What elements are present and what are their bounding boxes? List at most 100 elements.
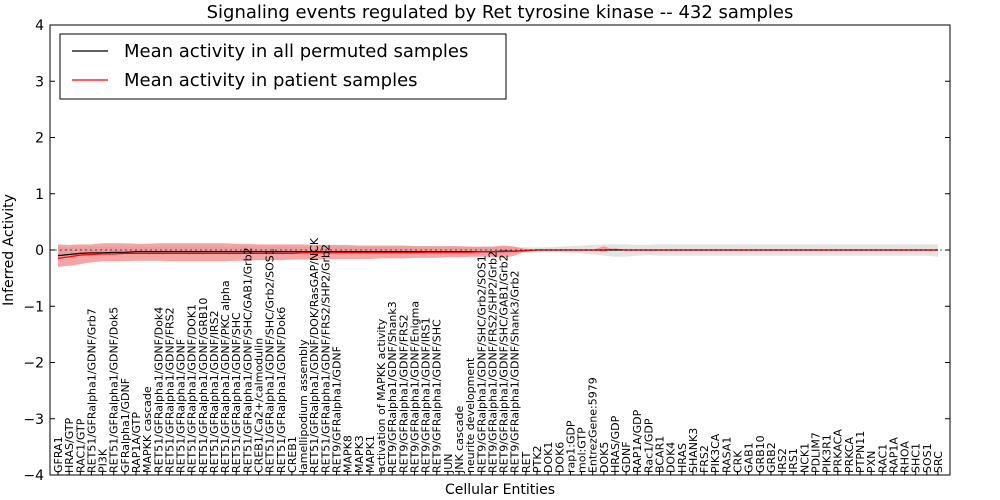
legend: Mean activity in all permuted samples Me… [59,33,507,100]
y-tick-label: −1 [23,299,44,315]
x-axis-label: Cellular Entities [445,482,555,498]
x-tick-label: RET [520,451,533,473]
x-tick-label: SOS1 [921,443,934,473]
x-tick-label: HRAS/GDP [609,415,622,473]
x-tick-label: SHC1 [910,443,923,473]
x-tick-label: RET51/GFRalpha1/GDNF/DOK/RasGAP/NCK [308,237,321,473]
legend-label-permuted: Mean activity in all permuted samples [124,41,468,62]
chart-title: Signaling events regulated by Ret tyrosi… [207,2,794,23]
x-tick-label: PTK2 [531,445,544,473]
x-tick-label: RET9/GFRalpha1/GDNF/SHC/Grb2/SOS1 [475,255,488,473]
x-tick-label: CRK [732,450,745,473]
x-tick-label: RET9/GFRalpha1/GDNF/Shank3 [386,301,399,473]
x-tick-label: RET9/GFRalpha1/GDNF/SHC [431,319,444,473]
x-tick-label: PI3K [97,448,110,473]
x-tick-label: RET51/GFRalpha1/GDNF/Dok6 [275,307,288,473]
x-tick-label: RET51/GFRalpha1/GDNF/FRS2 [163,307,176,473]
legend-label-patient: Mean activity in patient samples [124,70,418,91]
x-tick-label: RET51/GFRalpha1/GDNF/Dok5 [108,307,121,473]
x-tick-label: GDNF [620,441,633,473]
x-tick-label: RASA1 [720,437,733,473]
x-tick-label: RAP1A/GDP [631,409,644,473]
x-tick-label: RET9/GFRalpha1/GDNF/IRS1 [420,317,433,473]
plot-frame [49,24,951,476]
x-tick-label: RET51/GFRalpha1/GDNF/SHC/Grb2/SOS1 [264,248,277,473]
x-tick-label: RET9/GFRalpha1/GDNF [331,346,344,473]
x-tick-label: GAB1 [743,442,756,473]
x-tick-label: RAP1A/GTP [130,412,143,473]
x-tick-label: RET51/GFRalpha1/GDNF [175,339,188,473]
x-tick-label: neurite development [464,357,477,473]
x-tick-label: RAC1/GTP [74,418,87,473]
x-tick-label: RET51/GFRalpha1/GDNF/FRS2/SHP2/Grb2 [319,244,332,473]
x-tick-label: HRAS/GTP [63,417,76,473]
x-tick-label: PXN [865,451,878,473]
legend-box [59,33,507,100]
x-tick-label: RET51/GFRalpha1/GDNF/Dok4 [152,307,165,473]
x-tick-label: Rac1/GDP [642,418,655,473]
y-axis-label: Inferred Activity [1,194,17,306]
x-tick-label: RAC1 [876,444,889,473]
x-tick-label: lamellipodium assembly [297,339,310,473]
x-tick-label: NCK1 [798,443,811,473]
x-tick-label: GRB2 [765,442,778,473]
x-tick-label: PDLIM7 [810,432,823,473]
x-tick-label: CREB1 [286,436,299,473]
x-tick-label: FRS2 [698,445,711,473]
x-tick-label: RET51/GFRalpha1/GDNF/GRB10 [197,298,210,473]
x-tick-label: JUN [442,453,455,474]
x-tick-label: PRKACA [832,429,845,473]
x-tick-label: PIK3CA [709,433,722,473]
x-tick-labels: GFRA1HRAS/GTPRAC1/GTPRET51/GFRalpha1/GDN… [52,237,945,475]
x-tick-label: RET9/GFRalpha1/GDNF/Enigma [409,301,422,473]
x-tick-label: DOK6 [553,442,566,473]
y-tick-label: −3 [23,412,44,428]
x-tick-label: rap1:GDP [564,420,577,473]
x-tick-label: RET51/GFRalpha1/GDNF/SHC/GAB1/Grb2 [241,247,254,473]
x-tick-label: DOK5 [598,442,611,473]
x-tick-label: IRS2 [776,448,789,473]
x-tick-label: IRS1 [787,448,800,473]
x-tick-label: RET9/GFRalpha1/GDNF/SHC/GAB1/Grb2 [498,254,511,473]
x-tick-label: HRAS [676,443,689,473]
y-tick-label: 4 [35,18,44,34]
x-tick-label: EntrezGene:5979 [587,377,600,473]
x-tick-label: PRKCA [843,436,856,473]
y-tick-label: −2 [23,356,44,372]
x-tick-label: RHOA [899,441,912,473]
x-tick-label: PTPN11 [854,431,867,473]
x-tick-label: RET51/GFRalpha1/GDNF/PKC alpha [219,280,232,473]
y-tick-label: 3 [35,74,44,90]
x-tick-label: SRC [932,451,945,473]
x-tick-label: BCAR1 [654,436,667,473]
x-tick-label: RET51/GFRalpha1/GDNF/Grb7 [85,308,98,473]
y-tick-label: 2 [35,131,44,147]
x-tick-label: SHANK3 [687,428,700,473]
x-tick-label: mol:GTP [576,427,589,473]
x-tick-label: MAPK8 [342,435,355,473]
y-tick-label: 1 [35,187,44,203]
x-tick-label: RET51/GFRalpha1/GDNF/SHC [230,312,243,473]
x-tick-label: RET51/GFRalpha1/GDNF/IRS2 [208,310,221,473]
x-tick-label: JNK cascade [453,406,466,474]
x-tick-label: RET9/GFRalpha1/GDNF/Shank3/Grb2 [509,270,522,473]
patient-band [58,243,938,267]
y-tick-label: −4 [23,468,44,484]
x-tick-label: RET51/GFRalpha1/GDNF/DOK1 [186,304,199,473]
x-tick-label: MAPK1 [364,435,377,473]
x-tick-label: activation of MAPKK activity [375,318,388,473]
x-tick-label: GFRalpha1/GDNF [119,378,132,473]
x-tick-label: CREB1/Ca2+/calmodulin [253,338,266,473]
x-tick-label: PIK3R1 [821,434,834,473]
x-tick-label: RET9/GFRalpha1/GDNF/FRS2 [397,314,410,473]
y-tick-label: 0 [35,243,44,259]
x-tick-label: GFRA1 [52,436,65,473]
x-tick-label: RAP1A [887,437,900,473]
x-tick-label: DOK1 [542,442,555,473]
x-tick-label: MAPK3 [353,435,366,473]
x-tick-label: GRB10 [754,435,767,473]
x-tick-label: DOK4 [665,442,678,473]
x-tick-label: MAPKK cascade [141,386,154,473]
x-tick-label: RET9/GFRalpha1/GDNF/FRS2/SHP2/Grb2 [486,251,499,473]
